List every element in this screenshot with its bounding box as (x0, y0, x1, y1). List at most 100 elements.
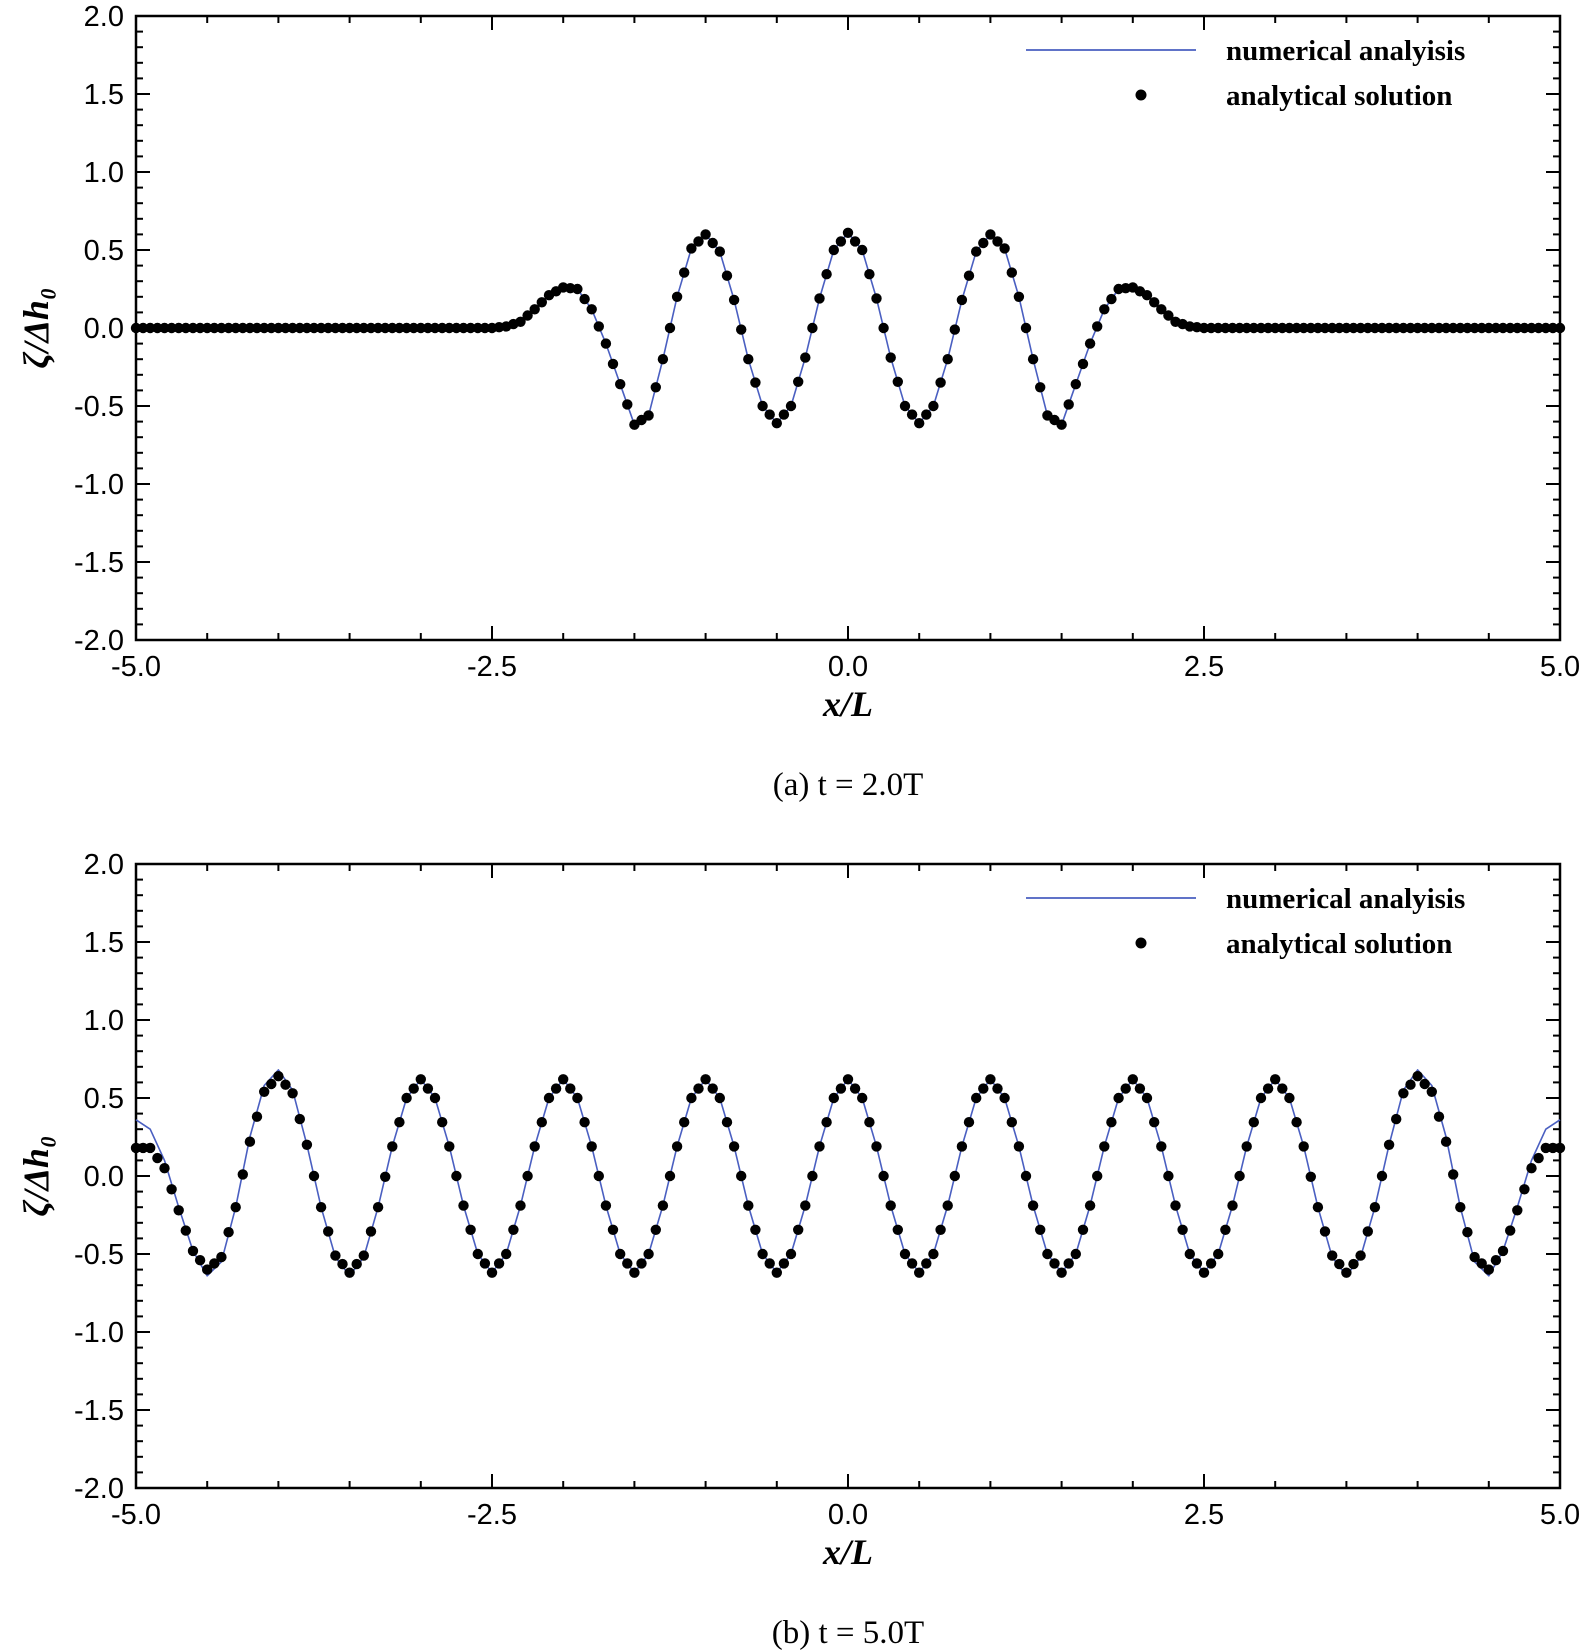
x-tick-label: -5.0 (111, 651, 161, 683)
analytical-point (721, 270, 733, 281)
analytical-point (1099, 1141, 1110, 1152)
analytical-point (586, 304, 597, 315)
analytical-point (814, 1141, 825, 1152)
analytical-point (978, 1083, 989, 1094)
y-tick-label: -1.5 (74, 547, 124, 579)
analytical-point (1291, 1117, 1302, 1128)
analytical-point (1020, 322, 1032, 334)
analytical-point (572, 283, 583, 295)
analytical-point (771, 418, 782, 429)
analytical-point (771, 1267, 782, 1278)
analytical-point (963, 1117, 975, 1128)
analytical-point (1213, 322, 1224, 334)
series-markers-analytical (130, 227, 1566, 430)
analytical-point (707, 237, 718, 249)
analytical-point (1412, 1071, 1423, 1082)
analytical-point (173, 1205, 184, 1216)
analytical-point (1027, 354, 1039, 365)
chart-panel-a: 2.0 1.5 1.0 0.5 0.0 -0.5 -1.0 -1.5 -2.0-5.0 -2.5 0… (16, 1, 1580, 803)
analytical-point (778, 1258, 790, 1269)
analytical-point (650, 1224, 661, 1236)
analytical-point (1113, 1092, 1124, 1104)
analytical-point (700, 1074, 711, 1085)
analytical-point (1419, 1078, 1430, 1090)
analytical-point (971, 1092, 982, 1104)
analytical-point (1426, 322, 1438, 334)
x-tick-label: 0.0 (828, 651, 868, 683)
analytical-point (280, 1079, 291, 1090)
analytical-point (593, 321, 604, 332)
analytical-point (892, 1224, 903, 1236)
analytical-point (992, 236, 1003, 247)
analytical-point (579, 293, 590, 305)
analytical-point (1383, 1139, 1395, 1151)
analytical-point (1084, 338, 1096, 349)
analytical-point (380, 1171, 391, 1183)
analytical-point (259, 1086, 270, 1098)
analytical-point (1490, 1255, 1502, 1266)
analytical-point (999, 1092, 1010, 1104)
analytical-point (1319, 322, 1331, 334)
analytical-point (1248, 1117, 1260, 1128)
analytical-point (807, 1170, 818, 1182)
x-axis-title: x/L (822, 684, 873, 724)
analytical-point (266, 1078, 277, 1090)
analytical-point (864, 269, 875, 280)
x-tick-label: 2.5 (1184, 651, 1224, 683)
analytical-point (821, 1117, 832, 1128)
x-tick-label: 2.5 (1184, 1499, 1224, 1531)
analytical-point (1205, 1258, 1217, 1269)
analytical-point (323, 1226, 334, 1237)
analytical-point (536, 1117, 547, 1128)
analytical-point (885, 352, 896, 363)
analytical-point (1376, 1170, 1388, 1182)
analytical-point (956, 1141, 968, 1152)
analytical-point (956, 294, 968, 306)
analytical-point (978, 237, 989, 249)
analytical-point (372, 1202, 384, 1213)
analytical-point (187, 1245, 199, 1257)
analytical-point (686, 1092, 697, 1104)
analytical-point (600, 338, 612, 349)
analytical-point (928, 400, 939, 412)
analytical-point (1035, 382, 1046, 393)
y-axis-title: ζ/Δh₀ (16, 287, 56, 368)
analytical-point (1077, 358, 1089, 370)
analytical-point (437, 1117, 448, 1128)
analytical-point (750, 1224, 761, 1236)
analytical-point (159, 1163, 170, 1174)
analytical-point (857, 244, 868, 256)
analytical-point (365, 1226, 377, 1237)
analytical-point (301, 1139, 313, 1151)
analytical-point (572, 1092, 583, 1104)
analytical-point (415, 1074, 426, 1085)
y-tick-label: 0.5 (84, 1083, 124, 1115)
analytical-point (835, 236, 847, 247)
analytical-point (1220, 1224, 1231, 1236)
analytical-point (615, 1248, 626, 1260)
analytical-point (750, 377, 761, 388)
y-tick-label: 2.0 (84, 849, 124, 881)
panel-caption: (a) t = 2.0T (773, 767, 924, 803)
analytical-point (921, 1258, 932, 1269)
analytical-point (1327, 1250, 1338, 1261)
analytical-point (728, 294, 740, 306)
analytical-point (736, 1170, 747, 1182)
analytical-point (1006, 1117, 1017, 1128)
x-tick-label: -2.5 (467, 1499, 517, 1531)
legend: numerical analyisis analytical solution (1026, 35, 1465, 112)
analytical-point (778, 409, 790, 420)
analytical-point (849, 1083, 861, 1094)
analytical-point (707, 1083, 718, 1094)
analytical-point (515, 1200, 526, 1211)
analytical-point (444, 1141, 455, 1152)
analytical-point (679, 267, 690, 278)
x-tick-label: 5.0 (1540, 651, 1580, 683)
analytical-point (152, 1152, 163, 1164)
analytical-point (849, 236, 861, 247)
analytical-point (679, 1117, 690, 1128)
analytical-point (1241, 1141, 1252, 1152)
analytical-point (714, 246, 725, 257)
analytical-point (871, 1141, 882, 1152)
analytical-point (1433, 1111, 1445, 1122)
